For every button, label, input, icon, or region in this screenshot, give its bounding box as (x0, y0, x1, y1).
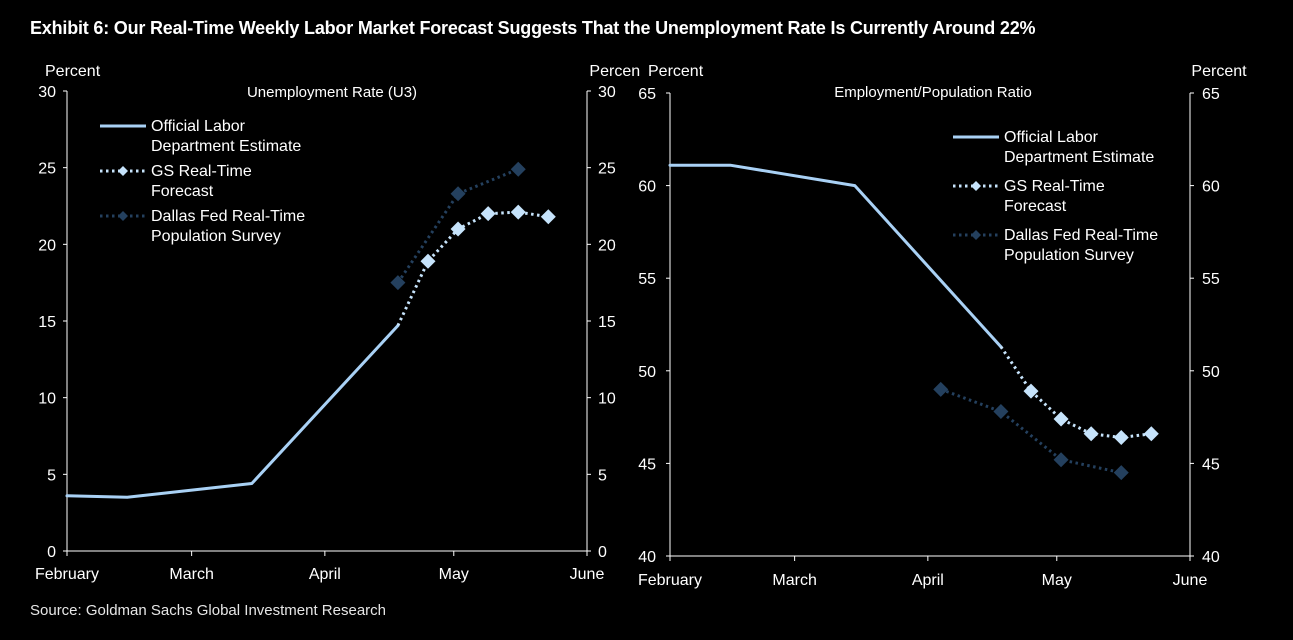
legend-marker-dallas (971, 230, 981, 240)
series-marker-gs (1143, 426, 1159, 442)
series-marker-gs (1053, 411, 1069, 427)
legend-label: Official Labor (151, 118, 246, 135)
chart-title: Employment/Population Ratio (834, 84, 1032, 101)
y-tick-label-left: 5 (47, 467, 56, 484)
legend-label: Dallas Fed Real-Time (151, 208, 305, 225)
y-tick-label-left: 45 (638, 456, 656, 473)
y-tick-label-left: 65 (638, 86, 656, 103)
y-tick-label-right: 60 (1202, 179, 1220, 196)
x-tick-label: April (309, 566, 341, 583)
series-line-gs (999, 345, 1152, 440)
series-marker-gs (420, 253, 436, 269)
series-line-official (65, 324, 400, 499)
y-tick-label-right: 10 (598, 391, 616, 408)
y-tick-label-left: 10 (38, 391, 56, 408)
series-marker-dallas (1053, 452, 1069, 468)
y-tick-label-right: 30 (598, 84, 616, 101)
x-tick-label: May (439, 566, 469, 583)
series-marker-dallas (390, 275, 406, 291)
legend-label: GS Real-Time (151, 163, 252, 180)
y-tick-label-right: 40 (1202, 549, 1220, 566)
y-tick-label-right: 50 (1202, 364, 1220, 381)
legend-label: GS Real-Time (1004, 178, 1105, 195)
series-marker-gs (1113, 429, 1129, 445)
series-marker-dallas (450, 186, 466, 202)
y-tick-label-right: 20 (598, 237, 616, 254)
y-tick-label-left: 15 (38, 314, 56, 331)
x-tick-label: March (169, 566, 213, 583)
legend-marker-gs (118, 166, 128, 176)
y-tick-label-left: 30 (38, 84, 56, 101)
series-marker-gs (1023, 383, 1039, 399)
x-tick-label: March (772, 572, 816, 589)
exhibit-title: Exhibit 6: Our Real-Time Weekly Labor Ma… (30, 18, 1036, 38)
y-axis-left-label: Percent (648, 63, 704, 80)
x-tick-label: February (35, 566, 99, 583)
y-tick-label-left: 60 (638, 179, 656, 196)
x-tick-label: June (570, 566, 605, 583)
legend-marker-dallas (118, 211, 128, 221)
y-axis-left-label: Percent (45, 63, 101, 80)
legend-label: Department Estimate (151, 138, 301, 155)
legend-label: Population Survey (151, 228, 281, 245)
y-axis-right-label: Percent (1191, 63, 1247, 80)
series-marker-gs (450, 221, 466, 237)
y-axis-right-label: Percent (589, 63, 640, 80)
y-tick-label-right: 5 (598, 467, 607, 484)
source-note: Source: Goldman Sachs Global Investment … (30, 602, 387, 619)
series-line-official (668, 163, 1003, 349)
series-line-dallas (396, 167, 519, 284)
series-marker-dallas (993, 404, 1009, 420)
x-tick-label: June (1173, 572, 1208, 589)
legend-label: Department Estimate (1004, 149, 1154, 166)
series-marker-gs (540, 209, 556, 225)
series-marker-dallas (1113, 465, 1129, 481)
chart-title: Unemployment Rate (U3) (247, 84, 417, 101)
y-tick-label-right: 65 (1202, 86, 1220, 103)
series-marker-gs (510, 204, 526, 220)
series-line-dallas (940, 387, 1122, 475)
legend-label: Dallas Fed Real-Time (1004, 227, 1158, 244)
y-tick-label-left: 20 (38, 237, 56, 254)
legend-label: Official Labor (1004, 129, 1099, 146)
legend-marker-gs (971, 181, 981, 191)
y-tick-label-left: 40 (638, 549, 656, 566)
y-tick-label-left: 55 (638, 271, 656, 288)
y-tick-label-right: 55 (1202, 271, 1220, 288)
y-tick-label-right: 45 (1202, 456, 1220, 473)
y-tick-label-right: 25 (598, 161, 616, 178)
x-tick-label: February (638, 572, 702, 589)
legend-label: Population Survey (1004, 247, 1134, 264)
legend-label: Forecast (1004, 198, 1067, 215)
y-tick-label-right: 0 (598, 544, 607, 561)
series-marker-dallas (510, 161, 526, 177)
x-tick-label: May (1042, 572, 1072, 589)
y-tick-label-left: 0 (47, 544, 56, 561)
y-tick-label-left: 25 (38, 161, 56, 178)
y-tick-label-right: 15 (598, 314, 616, 331)
series-line-gs (396, 210, 549, 327)
series-marker-gs (480, 206, 496, 222)
y-tick-label-left: 50 (638, 364, 656, 381)
x-tick-label: April (912, 572, 944, 589)
legend-label: Forecast (151, 183, 214, 200)
series-marker-gs (1083, 426, 1099, 442)
unemployment-rate-chart: Percent Percent Unemployment Rate (U3) 0 0 5 5… (35, 63, 640, 583)
employment-population-chart: Percent Percent Employment/Population Rati… (638, 63, 1247, 589)
series-marker-dallas (933, 381, 949, 397)
